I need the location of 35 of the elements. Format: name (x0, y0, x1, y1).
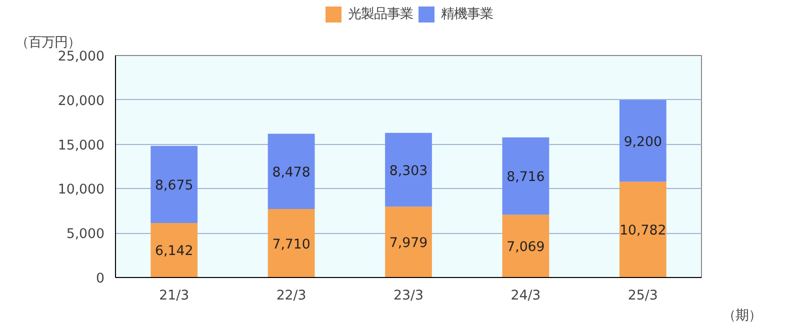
data-label: 10,782 (620, 224, 666, 239)
x-axis-title: （期） (722, 308, 762, 324)
bar (619, 100, 666, 182)
bar (150, 146, 198, 223)
bar (502, 137, 550, 215)
bar (619, 182, 666, 278)
legend-label: 精機事業 (441, 6, 493, 23)
bar (502, 214, 550, 278)
y-tick-label: 25,000 (58, 50, 105, 64)
data-label: 7,069 (506, 240, 545, 256)
bar (150, 222, 198, 278)
data-label: 9,200 (624, 134, 662, 150)
data-label: 7,710 (272, 237, 310, 252)
x-tick-label: 22/3 (276, 288, 306, 304)
x-tick-label: 25/3 (628, 288, 658, 304)
x-tick-label: 24/3 (510, 288, 541, 304)
y-axis-title: （百万円） (16, 36, 80, 50)
data-label: 8,303 (389, 164, 428, 179)
bar (268, 134, 315, 210)
data-label: 8,478 (272, 165, 310, 180)
x-tick-label: 23/3 (394, 288, 424, 304)
data-label: 7,979 (389, 236, 428, 252)
legend-label: 光製品事業 (348, 6, 413, 23)
y-tick-label: 20,000 (58, 94, 105, 109)
x-tick-label: 21/3 (159, 288, 190, 304)
bar (268, 209, 315, 278)
bar (385, 132, 432, 207)
y-tick-label: 10,000 (58, 182, 105, 198)
data-label: 6,142 (155, 244, 194, 260)
y-tick-label: 15,000 (58, 138, 105, 154)
y-tick-label: 0 (96, 272, 105, 286)
data-label: 8,716 (506, 170, 545, 186)
data-label: 8,675 (155, 178, 194, 194)
y-tick-label: 5,000 (66, 227, 104, 242)
bar (385, 206, 432, 278)
